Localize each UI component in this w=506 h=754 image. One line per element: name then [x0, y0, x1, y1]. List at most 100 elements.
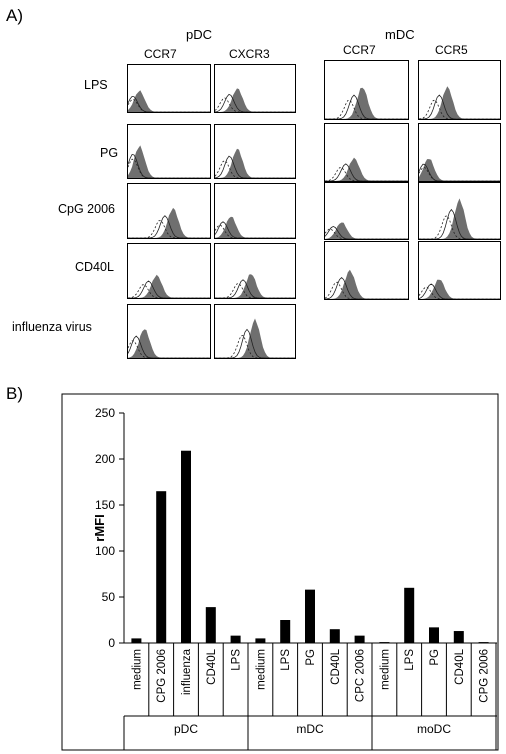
unstimulated-line: [419, 283, 500, 299]
filled-histogram: [325, 87, 408, 119]
category-label: medium: [131, 649, 143, 690]
histogram-pdc-ccr7-cpg-2006: [127, 183, 211, 239]
category-label: PG: [305, 649, 317, 666]
histogram-pdc-ccr7-pg: [127, 124, 211, 179]
unstimulated-line: [325, 225, 408, 239]
category-label: CD40L: [454, 648, 466, 684]
histogram-pdc-cxcr3-cd40l: [214, 243, 296, 299]
histogram-mdc-ccr5-pg: [418, 123, 501, 182]
category-label: LPS: [231, 649, 243, 671]
row-label-cpg-2006: CpG 2006: [58, 202, 115, 216]
bar-mDC-medium: [255, 638, 266, 643]
y-axis-label: rMFI: [92, 514, 107, 541]
category-label: LPS: [280, 649, 292, 671]
bar-pDC-medium: [131, 638, 142, 643]
histogram-pdc-cxcr3-influenza-virus: [214, 304, 296, 359]
row-label-lps: LPS: [84, 78, 108, 92]
unstimulated-line: [419, 163, 500, 181]
y-tick-label: 200: [95, 452, 115, 466]
bar-moDC-CPG-2006: [478, 642, 489, 643]
histogram-pdc-cxcr3-cpg-2006: [214, 183, 296, 239]
col-header-pdc-ccr7: CCR7: [144, 47, 177, 61]
histogram-mdc-ccr5-cd40l: [418, 241, 501, 300]
histogram-pdc-ccr7-lps: [127, 64, 211, 113]
category-label: influenza: [181, 648, 193, 695]
filled-histogram: [215, 148, 295, 178]
y-tick-label: 0: [108, 636, 115, 650]
unstimulated-line: [215, 279, 295, 298]
unstimulated-line: [128, 215, 210, 238]
group-label-mDC: mDC: [296, 722, 324, 736]
unstimulated-line: [325, 163, 408, 181]
unstimulated-line: [128, 95, 210, 112]
group-header-mdc: mDC: [385, 27, 415, 42]
bar-pDC-CD40L: [205, 607, 216, 643]
panel-a-label: A): [6, 6, 23, 25]
filled-histogram: [215, 216, 295, 238]
unstimulated-line: [325, 94, 408, 119]
category-label: CPG 2006: [156, 649, 168, 703]
bar-moDC-LPS: [404, 587, 415, 643]
category-label: LPS: [404, 649, 416, 671]
bar-pDC-LPS: [230, 635, 241, 643]
bar-moDC-medium: [379, 642, 390, 643]
bar-mDC-PG: [305, 589, 315, 643]
bar-pDC-CPG-2006: [156, 491, 167, 643]
bar-mDC-CD40L: [329, 629, 340, 643]
bar-mDC-LPS: [280, 620, 291, 643]
histogram-mdc-ccr7-cpg-2006: [324, 182, 409, 240]
group-label-moDC: moDC: [417, 722, 451, 736]
row-label-influenza-virus: influenza virus: [12, 320, 92, 334]
filled-histogram: [419, 279, 500, 299]
unstimulated-line: [419, 208, 500, 239]
filled-histogram: [419, 198, 500, 239]
col-header-pdc-cxcr3: CXCR3: [229, 47, 270, 61]
isotype-control-line: [215, 335, 295, 358]
isotype-control-line: [215, 224, 295, 238]
histogram-mdc-ccr5-lps: [418, 60, 501, 120]
filled-histogram: [215, 88, 295, 112]
unstimulated-line: [128, 280, 210, 298]
col-header-mdc-ccr5: CCR5: [435, 43, 468, 57]
histogram-mdc-ccr7-cd40l: [324, 241, 409, 300]
filled-histogram: [325, 222, 408, 239]
bar-moDC-CD40L: [453, 631, 464, 643]
bar-moDC-PG: [429, 627, 439, 643]
group-label-pDC: pDC: [174, 722, 198, 736]
histogram-mdc-ccr7-lps: [324, 60, 409, 120]
isotype-control-line: [128, 99, 210, 112]
unstimulated-line: [128, 335, 210, 358]
unstimulated-line: [128, 154, 210, 178]
category-label: PG: [429, 649, 441, 666]
category-label: CPC 2006: [355, 649, 367, 702]
filled-histogram: [128, 90, 210, 112]
y-tick-label: 150: [95, 498, 115, 512]
filled-histogram: [419, 159, 500, 181]
filled-histogram: [128, 145, 210, 178]
isotype-control-line: [419, 286, 500, 299]
y-tick-label: 50: [102, 590, 116, 604]
histogram-pdc-ccr7-influenza-virus: [127, 304, 211, 359]
filled-histogram: [419, 86, 500, 119]
category-label: CD40L: [206, 648, 218, 684]
bar-pDC-influenza: [181, 450, 191, 643]
category-label: CPG 2006: [479, 649, 491, 703]
unstimulated-line: [215, 221, 295, 238]
bar-mDC-CPC-2006: [354, 635, 365, 643]
unstimulated-line: [419, 94, 500, 119]
y-tick-label: 100: [95, 544, 115, 558]
unstimulated-line: [215, 93, 295, 112]
category-label: CD40L: [330, 648, 342, 684]
group-header-pdc: pDC: [186, 27, 213, 42]
unstimulated-line: [325, 277, 408, 299]
isotype-control-line: [215, 97, 295, 112]
histogram-mdc-ccr5-cpg-2006: [418, 182, 501, 240]
unstimulated-line: [215, 155, 295, 178]
filled-histogram: [215, 274, 295, 298]
histogram-pdc-ccr7-cd40l: [127, 243, 211, 299]
row-label-cd40l: CD40L: [75, 260, 114, 274]
filled-histogram: [128, 274, 210, 298]
isotype-control-line: [215, 283, 295, 298]
histogram-mdc-ccr7-pg: [324, 123, 409, 182]
